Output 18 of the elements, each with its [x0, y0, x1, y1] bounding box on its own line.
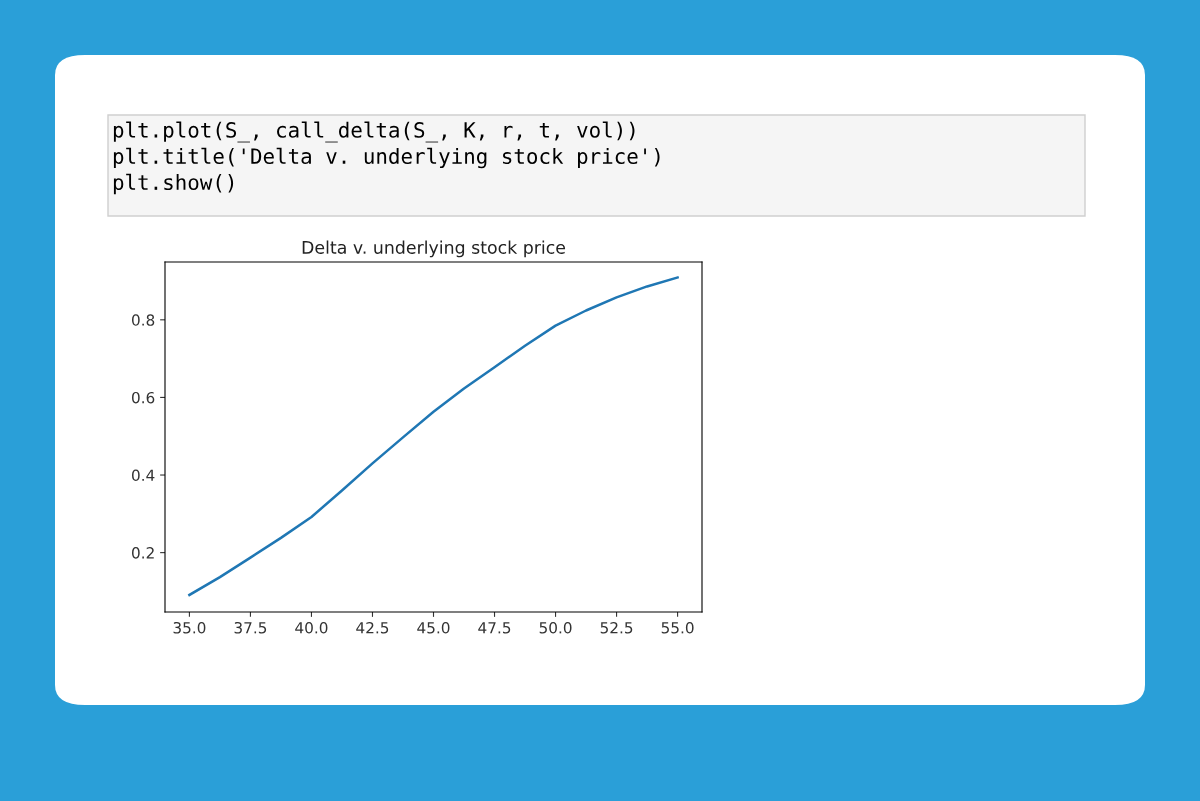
text: plt.title('Delta v. underlying stock price') [113, 147, 660, 169]
text: plt.plot(S_, call_delta(S_, K, r, t, vol)) [113, 121, 635, 143]
line-series [188, 276, 679, 597]
y-tick-label: 0.6 [131, 391, 155, 404]
text: plt.show() [113, 173, 234, 195]
y-tick-label: 0.8 [131, 314, 155, 326]
x-tick-label: 52.5 [600, 621, 633, 634]
x-tick-label: 55.0 [661, 621, 694, 634]
x-tick-label: 50.0 [539, 621, 572, 634]
chart-title: Delta v. underlying stock price [302, 240, 566, 258]
x-tick-label: 35.0 [173, 621, 206, 634]
y-tick-label: 0.4 [131, 469, 155, 482]
y-tick-label: 0.2 [131, 547, 154, 559]
x-tick-label: 42.5 [356, 621, 389, 634]
x-tick-label: 47.5 [478, 622, 511, 634]
x-tick-label: 40.0 [295, 621, 328, 634]
x-tick-label: 37.5 [234, 621, 267, 634]
x-tick-label: 45.0 [417, 621, 450, 634]
